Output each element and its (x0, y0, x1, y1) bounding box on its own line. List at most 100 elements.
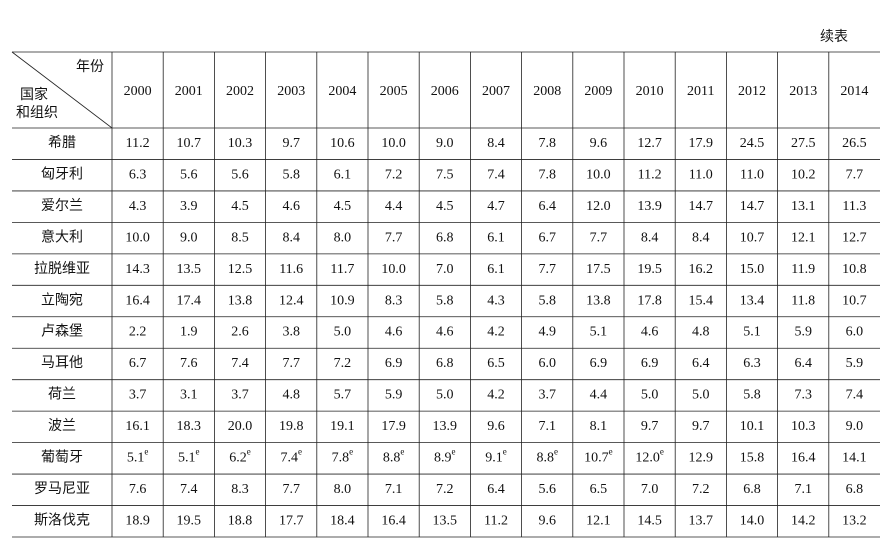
cell-value: 5.8 (436, 293, 454, 308)
cell-value: 6.4 (538, 199, 556, 214)
cell-value: 7.7 (282, 482, 300, 497)
corner-col-label: 年份 (76, 59, 104, 75)
cell-value: 14.1 (842, 451, 867, 466)
column-header: 2000 (124, 84, 152, 99)
cell-value: 7.7 (282, 356, 300, 371)
cell-value: 2.2 (129, 325, 147, 340)
cell-value: 5.1 (590, 325, 608, 340)
cell-value: 7.0 (641, 482, 659, 497)
cell-value: 10.0 (381, 262, 406, 277)
cell-value: 10.7 (177, 136, 202, 151)
cell-value: 6.0 (846, 325, 864, 340)
corner-row-label: 和组织 (16, 105, 58, 121)
cell-value: 7.5 (436, 167, 454, 182)
cell-value: 8.5 (231, 230, 249, 245)
cell-value: 10.8 (842, 262, 867, 277)
cell-value: 10.6 (330, 136, 355, 151)
cell-value: 19.5 (177, 513, 202, 528)
cell-value: 6.8 (743, 482, 761, 497)
cell-value: 18.3 (177, 419, 202, 434)
row-label: 荷兰 (48, 387, 76, 403)
cell-value: 16.4 (381, 513, 406, 528)
cell-value: 7.4e (280, 446, 302, 465)
cell-value: 12.0 (586, 199, 611, 214)
cell-value: 12.1 (791, 230, 816, 245)
cell-value: 5.0 (692, 388, 710, 403)
cell-value: 7.7 (846, 167, 864, 182)
cell-value: 7.8e (332, 446, 354, 465)
cell-value: 9.0 (180, 230, 198, 245)
cell-value: 13.9 (637, 199, 662, 214)
cell-value: 4.3 (129, 199, 147, 214)
cell-number: 5.1 (178, 451, 196, 466)
cell-value: 9.6 (538, 513, 556, 528)
cell-value: 4.7 (487, 199, 505, 214)
cell-value: 6.1 (487, 262, 505, 277)
cell-footnote: e (503, 446, 507, 456)
cell-value: 5.6 (538, 482, 556, 497)
continued-note: 续表 (820, 28, 848, 45)
column-header: 2011 (687, 84, 714, 99)
cell-value: 4.9 (538, 325, 556, 340)
cell-value: 2.6 (231, 325, 249, 340)
cell-value: 7.2 (692, 482, 710, 497)
cell-value: 11.2 (126, 136, 150, 151)
cell-value: 17.4 (177, 293, 202, 308)
cell-value: 12.4 (279, 293, 304, 308)
corner-diagonal (11, 51, 113, 129)
cell-value: 4.2 (487, 388, 505, 403)
cell-value: 10.7e (584, 446, 613, 465)
cell-value: 5.7 (334, 388, 352, 403)
cell-value: 7.2 (436, 482, 454, 497)
cell-value: 11.8 (791, 293, 815, 308)
cell-value: 11.9 (791, 262, 815, 277)
cell-value: 7.7 (538, 262, 556, 277)
cell-value: 4.6 (282, 199, 300, 214)
cell-value: 6.8 (436, 356, 454, 371)
column-header: 2002 (226, 84, 254, 99)
cell-value: 8.4 (282, 230, 300, 245)
cell-number: 7.4 (280, 451, 298, 466)
cell-value: 11.6 (279, 262, 303, 277)
cell-value: 13.2 (842, 513, 867, 528)
cell-value: 7.1 (794, 482, 812, 497)
cell-value: 11.3 (842, 199, 866, 214)
cell-value: 16.2 (689, 262, 714, 277)
cell-value: 9.6 (590, 136, 608, 151)
cell-value: 5.8 (538, 293, 556, 308)
cell-value: 5.1 (743, 325, 761, 340)
row-label: 拉脱维亚 (34, 261, 90, 277)
cell-value: 4.4 (590, 388, 608, 403)
cell-value: 6.3 (129, 167, 147, 182)
cell-value: 8.8e (383, 446, 405, 465)
cell-value: 3.7 (231, 388, 249, 403)
cell-value: 10.0 (381, 136, 406, 151)
row-label: 希腊 (48, 135, 76, 151)
cell-value: 9.7 (692, 419, 710, 434)
row-label: 立陶宛 (41, 292, 83, 308)
cell-footnote: e (452, 446, 456, 456)
cell-value: 17.9 (381, 419, 406, 434)
cell-value: 17.9 (689, 136, 714, 151)
cell-number: 5.1 (127, 451, 145, 466)
cell-value: 10.0 (586, 167, 611, 182)
cell-value: 19.8 (279, 419, 304, 434)
cell-value: 5.9 (846, 356, 864, 371)
cell-value: 13.5 (433, 513, 458, 528)
cell-value: 13.4 (740, 293, 765, 308)
cell-value: 7.2 (385, 167, 403, 182)
cell-value: 14.0 (740, 513, 765, 528)
cell-value: 9.0 (846, 419, 864, 434)
cell-value: 7.7 (385, 230, 403, 245)
cell-value: 8.9e (434, 446, 456, 465)
cell-value: 4.5 (334, 199, 352, 214)
cell-value: 18.4 (330, 513, 355, 528)
cell-value: 6.5 (487, 356, 505, 371)
cell-number: 10.7 (584, 451, 609, 466)
row-label: 卢森堡 (41, 324, 83, 340)
cell-value: 8.0 (334, 482, 352, 497)
cell-value: 1.9 (180, 325, 198, 340)
cell-value: 4.4 (385, 199, 403, 214)
cell-value: 11.0 (689, 167, 713, 182)
cell-value: 3.8 (282, 325, 300, 340)
